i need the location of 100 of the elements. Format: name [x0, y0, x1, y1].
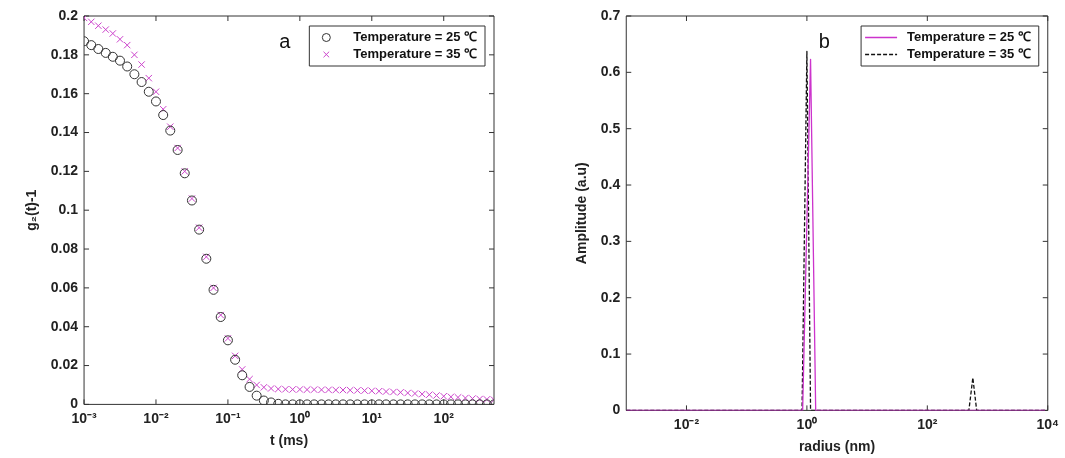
point — [137, 60, 146, 69]
point — [165, 125, 176, 136]
point — [468, 394, 477, 403]
point — [238, 365, 246, 374]
y-tick-label: 0.1 — [58, 201, 79, 218]
point — [260, 383, 268, 391]
y-tick-label: 0.02 — [50, 356, 79, 373]
point — [86, 40, 97, 51]
point — [425, 391, 434, 399]
point — [158, 110, 169, 121]
x-tick-label: 10⁻¹ — [215, 409, 241, 426]
point — [411, 389, 419, 398]
y-tick-label: 0.04 — [50, 317, 79, 334]
y-tick-label: 0.7 — [600, 6, 621, 23]
x-tick-label: 10⁻² — [673, 415, 700, 432]
y-tick-label: 0.6 — [600, 63, 621, 80]
point — [150, 96, 161, 107]
x-tick-label: 10² — [433, 409, 455, 426]
x-tick-label: 10⁰ — [289, 409, 311, 426]
x-tick-label: 10⁰ — [796, 415, 818, 432]
point — [129, 69, 140, 80]
point — [267, 384, 275, 393]
point — [93, 44, 104, 55]
y-tick-label: 0.2 — [58, 6, 79, 23]
y-tick-label: 0.5 — [600, 119, 621, 136]
point — [107, 51, 118, 62]
point — [483, 395, 491, 404]
y-tick-label: 0 — [70, 395, 79, 412]
point — [454, 393, 462, 402]
point — [136, 77, 147, 88]
point — [266, 397, 277, 405]
point — [122, 61, 133, 72]
y-tick-label: 0.4 — [600, 175, 621, 192]
point — [418, 390, 426, 398]
point — [303, 385, 311, 394]
point — [346, 386, 354, 394]
point — [258, 395, 269, 405]
point — [100, 47, 111, 58]
point — [109, 29, 117, 38]
x-axis-title: radius (nm) — [798, 438, 876, 455]
point — [375, 387, 383, 395]
point — [447, 393, 455, 401]
y-tick-label: 0 — [612, 401, 621, 418]
point — [404, 389, 412, 397]
point — [94, 22, 103, 30]
x-tick-label: 10⁻³ — [71, 409, 97, 426]
legend-label: Temperature = 25 ℃ — [353, 29, 477, 45]
point — [461, 394, 470, 402]
y-axis-title: Amplitude (a.u) — [573, 162, 590, 265]
x-tick-label: 10² — [917, 415, 938, 432]
annotation: a — [279, 29, 292, 52]
point — [432, 391, 441, 400]
y-tick-label: 0.18 — [50, 45, 79, 62]
point — [143, 86, 154, 97]
point — [252, 381, 261, 389]
annotation: b — [818, 29, 830, 52]
point — [159, 105, 167, 113]
y-tick-label: 0.3 — [600, 232, 621, 249]
point — [296, 385, 304, 394]
x-tick-label: 10¹ — [361, 409, 383, 426]
point — [440, 392, 448, 400]
point — [368, 387, 376, 395]
point — [251, 390, 262, 401]
point — [274, 385, 282, 393]
point — [281, 385, 290, 393]
point — [152, 88, 160, 96]
point — [245, 375, 254, 383]
legend-label: Temperature = 35 ℃ — [353, 46, 477, 62]
point — [166, 123, 174, 131]
y-tick-label: 0.2 — [600, 288, 621, 305]
x-tick-label: 10⁻² — [143, 409, 169, 426]
point — [389, 388, 398, 396]
point — [324, 386, 333, 394]
point — [360, 386, 369, 395]
point — [87, 18, 95, 26]
x-tick-label: 10⁴ — [1036, 415, 1060, 432]
point — [215, 312, 226, 323]
point — [237, 370, 248, 381]
point — [332, 386, 340, 394]
point — [339, 386, 347, 394]
point — [230, 354, 241, 365]
y-tick-label: 0.06 — [50, 278, 79, 295]
point — [116, 35, 124, 43]
point — [317, 386, 326, 394]
point — [114, 55, 125, 66]
point — [130, 51, 139, 59]
point — [102, 25, 110, 34]
y-tick-label: 0.12 — [50, 162, 79, 179]
point — [382, 387, 390, 396]
y-tick-label: 0.1 — [600, 344, 621, 361]
legend-label: Temperature = 25 ℃ — [907, 29, 1031, 45]
point — [231, 352, 239, 360]
point — [396, 388, 405, 397]
point — [288, 385, 297, 394]
point — [475, 395, 484, 403]
y-tick-label: 0.08 — [50, 239, 79, 256]
y-axis-title: g₂(t)-1 — [23, 189, 40, 231]
point — [145, 74, 153, 82]
point — [353, 386, 362, 395]
legend-label: Temperature = 35 ℃ — [907, 46, 1031, 62]
